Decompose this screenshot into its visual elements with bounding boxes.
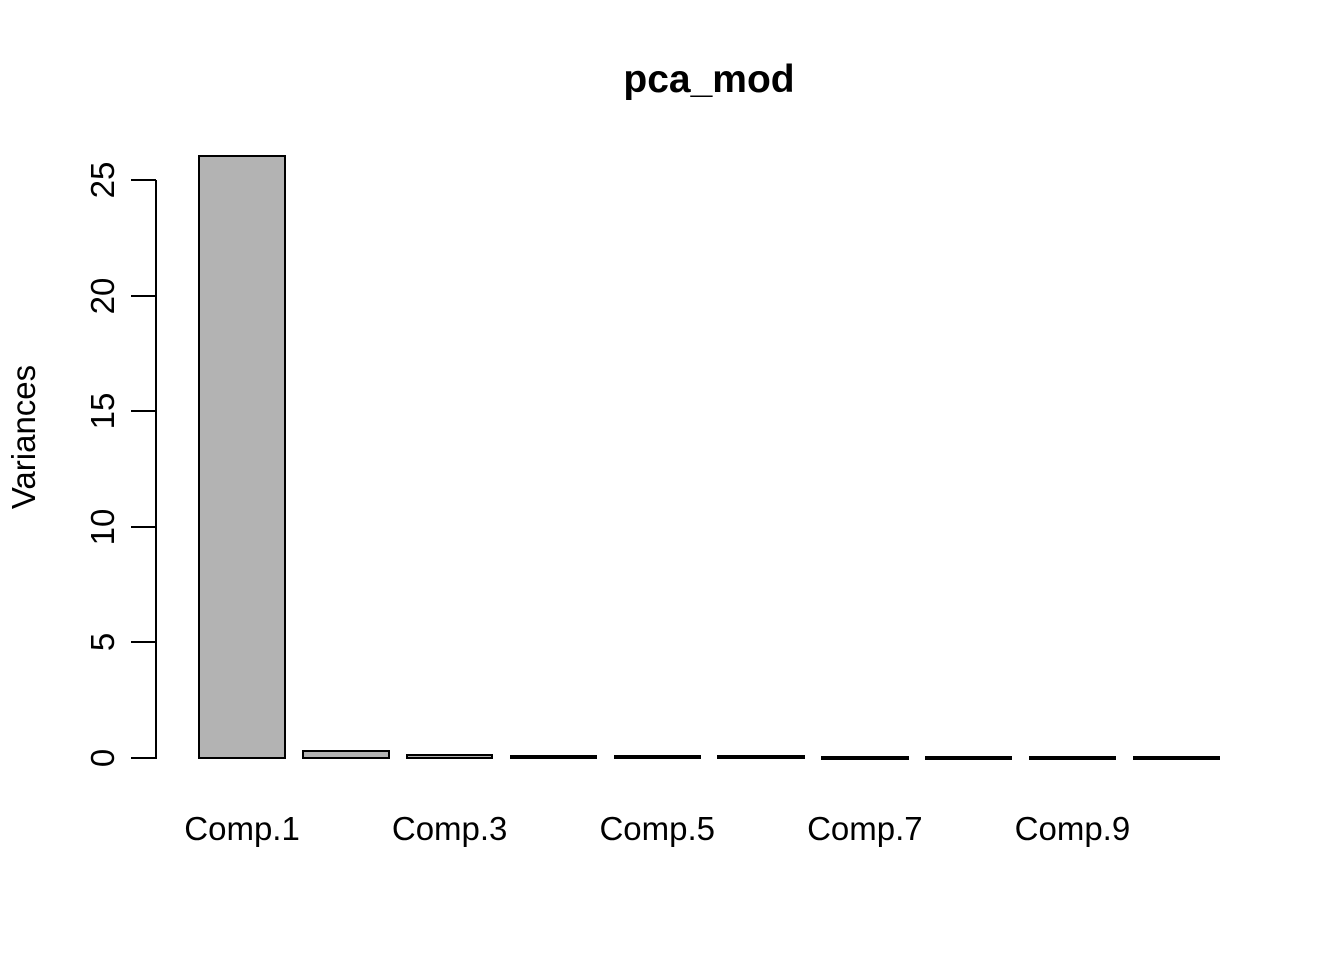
y-tick xyxy=(131,756,156,759)
y-tick-label: 10 xyxy=(84,508,121,545)
y-axis-label: Variances xyxy=(5,364,42,510)
y-tick-label: 5 xyxy=(84,632,121,652)
y-tick xyxy=(131,179,156,181)
bar xyxy=(198,155,286,759)
bar xyxy=(302,750,390,759)
bar xyxy=(924,756,1013,760)
y-tick xyxy=(131,410,156,412)
bar xyxy=(1028,756,1117,760)
bar xyxy=(717,755,805,759)
x-tick-label: Comp.5 xyxy=(599,810,716,847)
x-tick-label: Comp.1 xyxy=(184,810,300,847)
x-tick-label: Comp.9 xyxy=(1014,810,1131,847)
bar xyxy=(405,754,494,759)
y-axis-line xyxy=(155,180,157,759)
y-tick-label: 20 xyxy=(84,277,121,314)
y-tick xyxy=(131,294,156,297)
y-tick-label: 25 xyxy=(84,161,121,199)
bar xyxy=(1132,756,1220,760)
bar xyxy=(509,755,598,759)
x-tick-label: Comp.7 xyxy=(807,810,923,847)
chart-title: pca_mod xyxy=(623,58,795,101)
y-tick-label: 15 xyxy=(84,392,121,430)
y-tick xyxy=(131,641,156,643)
bar xyxy=(613,755,701,759)
x-tick-label: Comp.3 xyxy=(391,810,508,847)
y-tick-label: 0 xyxy=(84,748,121,767)
y-tick xyxy=(131,525,156,528)
bar xyxy=(821,756,909,760)
